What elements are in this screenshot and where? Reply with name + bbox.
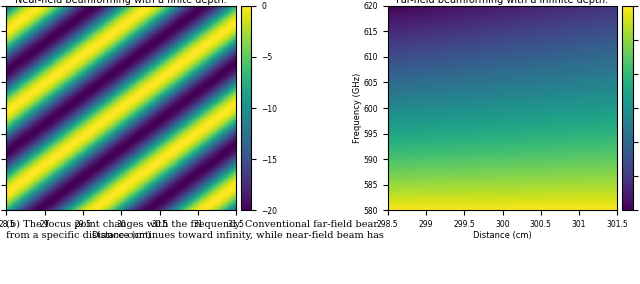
Title: Far-field beamforming with a infinite depth.: Far-field beamforming with a infinite de…: [396, 0, 609, 5]
Text: (b) The focus point changes with the frequency. Conventional far-field bear
from: (b) The focus point changes with the fre…: [6, 220, 384, 240]
X-axis label: Distance (cm): Distance (cm): [92, 231, 150, 240]
X-axis label: Distance (cm): Distance (cm): [473, 231, 532, 240]
Title: Near-field beamforming with a finite depth.: Near-field beamforming with a finite dep…: [15, 0, 227, 5]
Y-axis label: Frequency (GHz): Frequency (GHz): [353, 73, 362, 143]
